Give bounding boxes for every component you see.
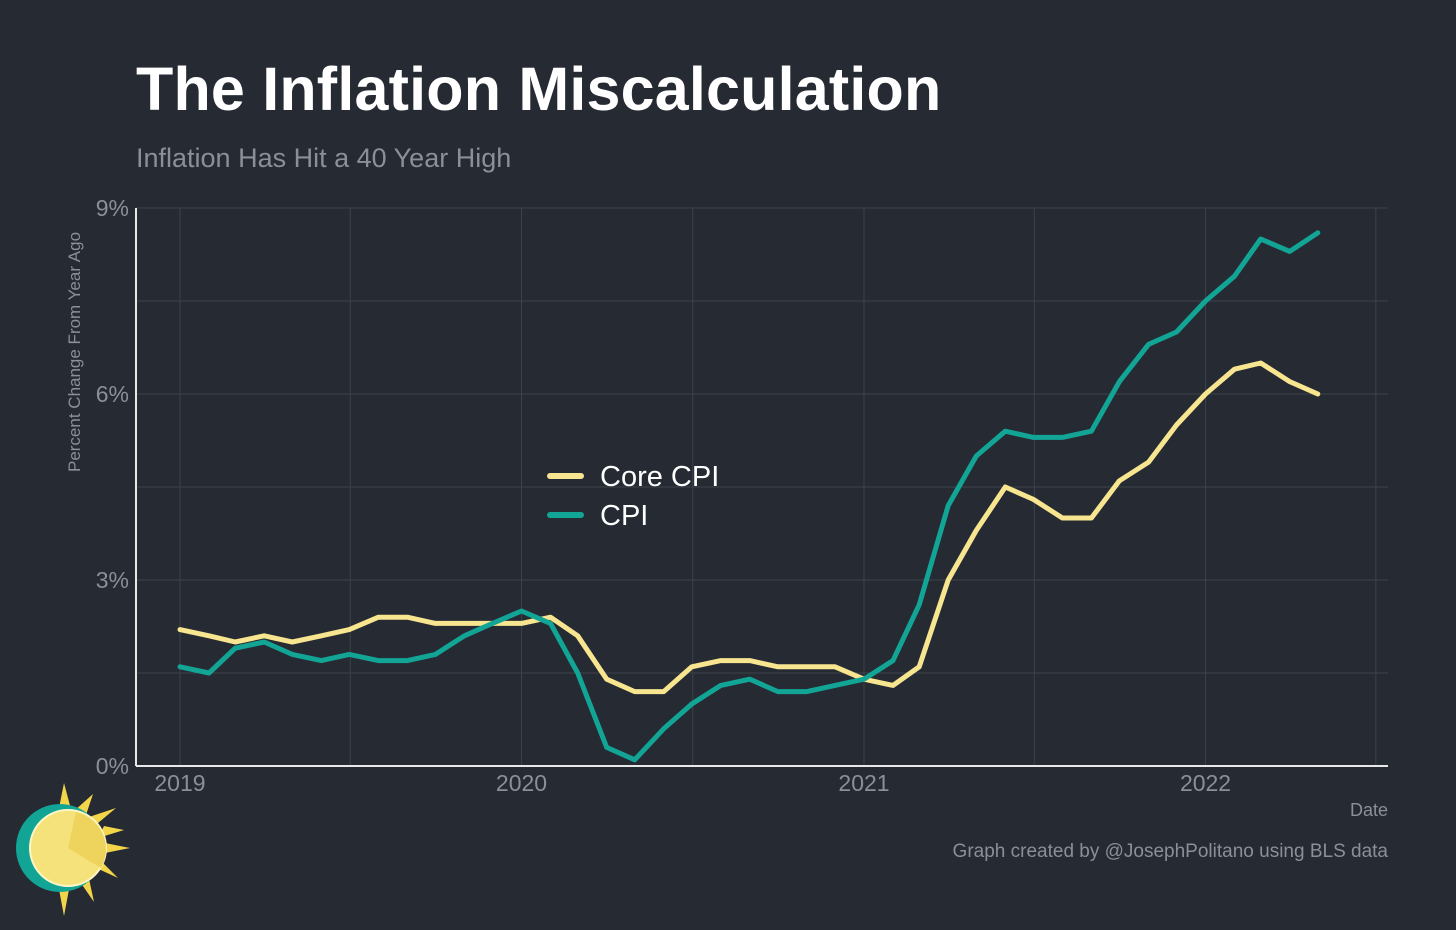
x-tick-label: 2020 [496, 770, 547, 796]
legend-label: CPI [600, 500, 648, 532]
source-caption: Graph created by @JosephPolitano using B… [952, 841, 1388, 862]
x-axis-label: Date [1349, 800, 1388, 820]
chart-subtitle: Inflation Has Hit a 40 Year High [136, 143, 512, 173]
x-tick-label: 2022 [1180, 770, 1231, 796]
x-tick-label: 2021 [838, 770, 889, 796]
y-tick-label: 3% [96, 567, 129, 593]
y-tick-label: 6% [96, 381, 129, 407]
series-line-cpi [177, 230, 1321, 763]
x-tick-label: 2019 [154, 770, 205, 796]
legend-label: Core CPI [600, 461, 719, 493]
series-line-core-cpi [177, 360, 1321, 695]
y-tick-label: 9% [96, 195, 129, 221]
sun-logo [16, 783, 130, 916]
chart-title: The Inflation Miscalculation [136, 55, 942, 123]
y-tick-label: 0% [96, 753, 129, 779]
